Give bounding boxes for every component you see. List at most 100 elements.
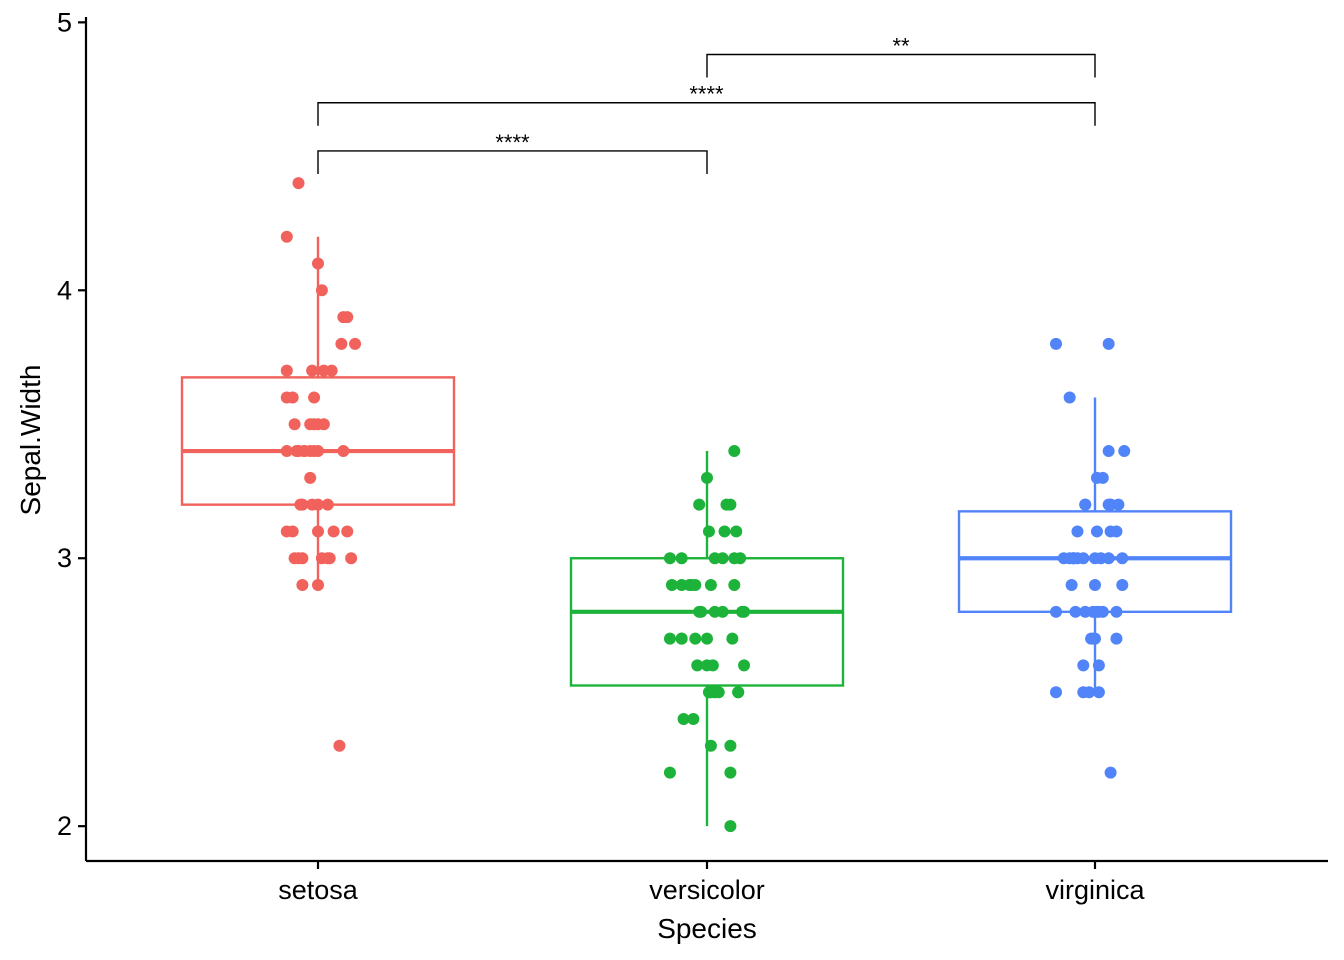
data-point (1090, 525, 1103, 538)
data-point (1063, 391, 1076, 404)
x-axis-title: Species (657, 913, 757, 944)
data-point (1102, 445, 1115, 458)
significance-label: ** (892, 34, 910, 59)
x-tick-label: versicolor (649, 875, 765, 905)
data-point (1057, 552, 1070, 565)
data-point (1104, 498, 1117, 511)
data-point (1110, 632, 1123, 645)
data-point (1110, 605, 1123, 618)
significance-brackets: ********** (317, 34, 1096, 174)
data-point (304, 418, 317, 431)
data-point (306, 364, 319, 377)
data-point (280, 445, 293, 458)
iqr-box (180, 376, 456, 506)
y-tick-label: 4 (57, 275, 72, 305)
data-point (280, 230, 293, 243)
data-point (327, 525, 340, 538)
data-point (1102, 337, 1115, 350)
data-point (738, 605, 751, 618)
y-tick-label: 2 (57, 811, 72, 841)
data-point (716, 552, 729, 565)
data-point (708, 686, 721, 699)
bracket (706, 53, 1096, 78)
data-point (1102, 552, 1115, 565)
data-point (1071, 552, 1084, 565)
data-point (280, 525, 293, 538)
data-point (675, 552, 688, 565)
data-point (1079, 605, 1092, 618)
y-tick-label: 3 (57, 543, 72, 573)
data-point (677, 712, 690, 725)
data-point (693, 498, 706, 511)
data-point (734, 552, 747, 565)
data-point (337, 445, 350, 458)
data-point (704, 739, 717, 752)
data-point (702, 525, 715, 538)
data-point (1104, 525, 1117, 538)
data-point (1089, 579, 1101, 592)
data-point (663, 632, 676, 645)
y-tick-label: 5 (57, 7, 72, 37)
data-point (349, 337, 362, 350)
data-point (1069, 605, 1082, 618)
data-point (675, 632, 688, 645)
data-point (691, 659, 704, 672)
data-point (1050, 605, 1062, 618)
data-point (663, 766, 676, 779)
data-point (341, 525, 354, 538)
data-point (288, 418, 301, 431)
data-point (337, 311, 350, 324)
data-point (294, 498, 307, 511)
data-point (693, 605, 706, 618)
data-point (689, 632, 702, 645)
data-point (1118, 445, 1131, 458)
data-point (292, 177, 305, 190)
x-tick-label: setosa (278, 875, 359, 905)
data-point (1096, 471, 1109, 484)
data-point (665, 579, 678, 592)
data-point (724, 739, 737, 752)
data-point (333, 739, 346, 752)
data-point (312, 445, 324, 458)
y-axis-title: Sepal.Width (15, 365, 46, 516)
data-point (728, 445, 741, 458)
data-point (1083, 686, 1096, 699)
data-point (335, 337, 348, 350)
data-point (308, 391, 321, 404)
data-point (312, 498, 324, 511)
bracket (317, 102, 1096, 126)
data-point (1050, 337, 1062, 350)
data-point (706, 659, 719, 672)
data-point (1104, 766, 1117, 779)
data-point (321, 498, 334, 511)
data-point (1071, 525, 1084, 538)
data-point (738, 659, 751, 672)
data-point (701, 471, 713, 484)
data-point (345, 552, 358, 565)
axes: 2 3 4 5 setosa versicolor virginica (57, 7, 1328, 905)
comparison-versicolor-virginica: ** (706, 34, 1096, 78)
data-point (726, 632, 739, 645)
data-point (1079, 498, 1092, 511)
data-point (689, 579, 702, 592)
data-point (298, 445, 311, 458)
data-point (718, 525, 731, 538)
data-point (280, 391, 293, 404)
data-point (724, 498, 737, 511)
data-point (292, 552, 305, 565)
comparison-setosa-virginica: **** (317, 82, 1096, 126)
data-point (724, 820, 737, 833)
data-point (732, 686, 745, 699)
box-virginica (957, 397, 1233, 693)
data-point (1092, 686, 1105, 699)
comparison-setosa-versicolor: **** (317, 130, 708, 174)
data-point (1089, 552, 1101, 565)
data-point (312, 257, 324, 270)
data-point (1116, 552, 1129, 565)
data-point (730, 525, 743, 538)
data-point (312, 579, 324, 592)
x-tick-label: virginica (1045, 875, 1145, 905)
data-point (315, 284, 328, 297)
data-point (687, 712, 700, 725)
